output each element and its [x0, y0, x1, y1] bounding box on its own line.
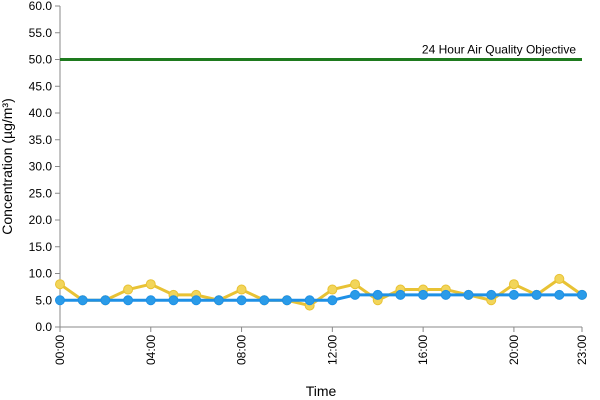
x-tick-label: 04:00 [144, 335, 158, 365]
series-2-point [100, 295, 111, 306]
series-2-point [77, 295, 88, 306]
series-2-point [350, 289, 361, 300]
y-axis-title: Concentration (µg/m³) [0, 98, 15, 234]
y-tick-label: 35.0 [29, 133, 53, 147]
series-1-point [123, 284, 134, 295]
series-2-point [327, 295, 338, 306]
x-tick-label: 12:00 [325, 335, 339, 365]
y-tick-label: 50.0 [29, 53, 53, 67]
x-axis-ticks: 00:00 04:00 08:00 12:00 16:00 20:00 23:00 [53, 327, 589, 365]
y-tick-label: 5.0 [35, 293, 52, 307]
y-tick-label: 60.0 [29, 0, 53, 13]
series-2-point [191, 295, 202, 306]
series-2-point [418, 289, 429, 300]
series-2-point [395, 289, 406, 300]
series-2-point [577, 289, 587, 300]
x-tick-label: 08:00 [235, 335, 249, 365]
series-2-point [440, 289, 451, 300]
x-tick-label: 00:00 [53, 335, 67, 365]
series-layer [55, 273, 587, 311]
series-2-point [281, 295, 292, 306]
y-tick-label: 45.0 [29, 79, 53, 93]
series-2-point [463, 289, 474, 300]
x-axis-title: Time [306, 383, 337, 399]
series-1-point [145, 279, 156, 290]
x-tick-label: 16:00 [416, 335, 430, 365]
y-tick-label: 25.0 [29, 186, 53, 200]
y-axis-ticks: 0.0 5.0 10.0 15.0 20.0 25.0 30.0 35.0 40.0 45.0 50… [29, 0, 60, 334]
y-tick-label: 30.0 [29, 160, 53, 174]
series-2-point [55, 295, 65, 306]
series-1-point [350, 279, 361, 290]
series-2-point [168, 295, 179, 306]
reference-line-label: 24 Hour Air Quality Objective [422, 43, 576, 57]
series-2 [55, 289, 587, 306]
y-tick-label: 20.0 [29, 213, 53, 227]
series-1-point [55, 279, 65, 290]
series-2-point [486, 289, 497, 300]
series-1-point [554, 273, 565, 284]
series-2-point [372, 289, 383, 300]
series-2-point [531, 289, 542, 300]
series-2-point [145, 295, 156, 306]
series-2-point [304, 295, 315, 306]
series-2-point [236, 295, 247, 306]
y-tick-label: 15.0 [29, 240, 53, 254]
x-tick-label: 23:00 [575, 335, 589, 365]
series-1 [55, 273, 587, 311]
y-tick-label: 0.0 [35, 320, 52, 334]
series-2-point [123, 295, 134, 306]
y-tick-label: 55.0 [29, 26, 53, 40]
series-1-point [236, 284, 247, 295]
x-tick-label: 20:00 [507, 335, 521, 365]
series-2-point [554, 289, 565, 300]
series-2-point [508, 289, 519, 300]
y-tick-label: 10.0 [29, 267, 53, 281]
series-2-point [213, 295, 224, 306]
series-1-point [508, 279, 519, 290]
y-tick-label: 40.0 [29, 106, 53, 120]
series-1-point [327, 284, 338, 295]
series-2-point [259, 295, 270, 306]
